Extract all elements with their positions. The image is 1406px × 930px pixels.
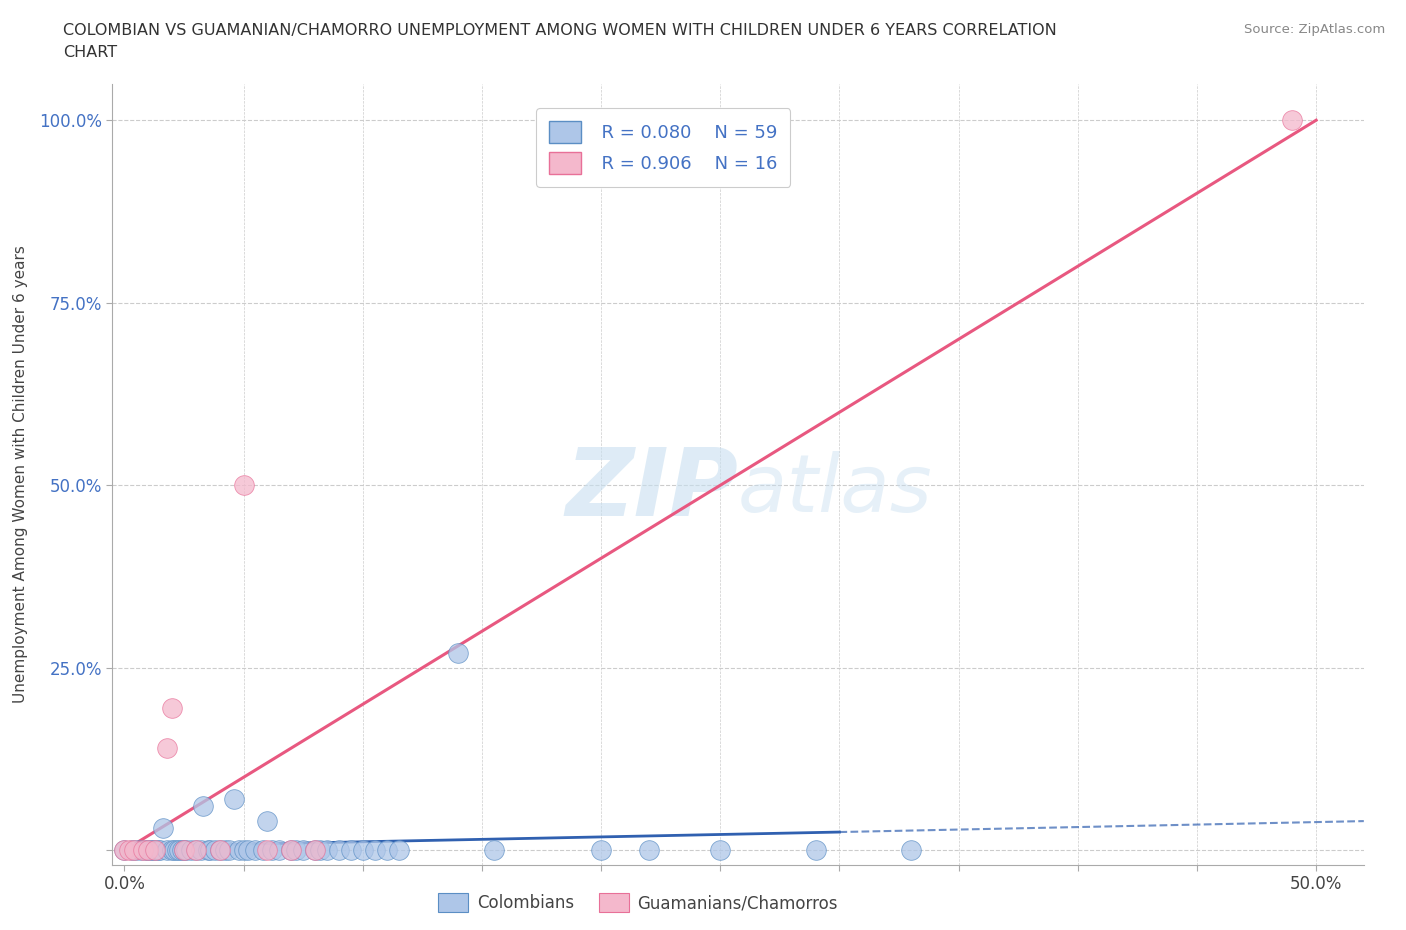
Point: [149, 843, 172, 857]
Point: [280, 843, 302, 857]
Point: [180, 843, 202, 857]
Point: [197, 843, 219, 857]
Point: [245, 843, 267, 857]
Point: [637, 843, 659, 857]
Point: [222, 791, 245, 806]
Point: [184, 843, 207, 857]
Point: [262, 843, 284, 857]
Point: [204, 843, 226, 857]
Point: [256, 814, 278, 829]
Point: [167, 843, 190, 857]
Point: [363, 843, 385, 857]
Point: [122, 843, 145, 857]
Text: atlas: atlas: [738, 451, 934, 529]
Point: [252, 843, 274, 857]
Point: [152, 821, 174, 836]
Point: [482, 843, 505, 857]
Point: [170, 843, 193, 857]
Text: Source: ZipAtlas.com: Source: ZipAtlas.com: [1244, 23, 1385, 36]
Point: [1281, 113, 1303, 127]
Point: [447, 645, 470, 660]
Legend: Colombians, Guamanians/Chamorros: Colombians, Guamanians/Chamorros: [432, 886, 845, 919]
Text: ZIP: ZIP: [565, 444, 738, 536]
Point: [285, 843, 308, 857]
Point: [173, 843, 195, 857]
Point: [145, 843, 167, 857]
Point: [709, 843, 731, 857]
Point: [308, 843, 330, 857]
Point: [160, 843, 183, 857]
Point: [352, 843, 374, 857]
Point: [112, 843, 135, 857]
Point: [804, 843, 827, 857]
Y-axis label: Unemployment Among Women with Children Under 6 years: Unemployment Among Women with Children U…: [13, 246, 28, 703]
Point: [121, 843, 143, 857]
Point: [304, 843, 326, 857]
Point: [146, 843, 169, 857]
Point: [340, 843, 363, 857]
Point: [328, 843, 350, 857]
Point: [256, 843, 278, 857]
Point: [280, 843, 302, 857]
Point: [156, 740, 179, 755]
Point: [173, 843, 195, 857]
Point: [129, 843, 152, 857]
Point: [304, 843, 326, 857]
Point: [208, 843, 231, 857]
Point: [136, 843, 159, 857]
Point: [142, 843, 165, 857]
Point: [139, 843, 162, 857]
Point: [166, 843, 188, 857]
Point: [232, 478, 254, 493]
Point: [145, 843, 167, 857]
Point: [316, 843, 339, 857]
Point: [218, 843, 240, 857]
Point: [292, 843, 315, 857]
Point: [118, 843, 141, 857]
Point: [163, 843, 186, 857]
Point: [214, 843, 236, 857]
Point: [190, 843, 212, 857]
Text: CHART: CHART: [63, 45, 117, 60]
Point: [200, 843, 222, 857]
Point: [184, 843, 207, 857]
Point: [228, 843, 250, 857]
Point: [160, 700, 183, 715]
Point: [125, 843, 148, 857]
Point: [269, 843, 291, 857]
Point: [156, 843, 179, 857]
Point: [387, 843, 409, 857]
Point: [208, 843, 231, 857]
Point: [191, 799, 214, 814]
Point: [132, 843, 155, 857]
Text: COLOMBIAN VS GUAMANIAN/CHAMORRO UNEMPLOYMENT AMONG WOMEN WITH CHILDREN UNDER 6 Y: COLOMBIAN VS GUAMANIAN/CHAMORRO UNEMPLOY…: [63, 23, 1057, 38]
Point: [135, 843, 157, 857]
Point: [232, 843, 254, 857]
Point: [591, 843, 613, 857]
Point: [176, 843, 198, 857]
Point: [900, 843, 922, 857]
Point: [238, 843, 260, 857]
Point: [136, 843, 159, 857]
Point: [112, 843, 135, 857]
Point: [375, 843, 398, 857]
